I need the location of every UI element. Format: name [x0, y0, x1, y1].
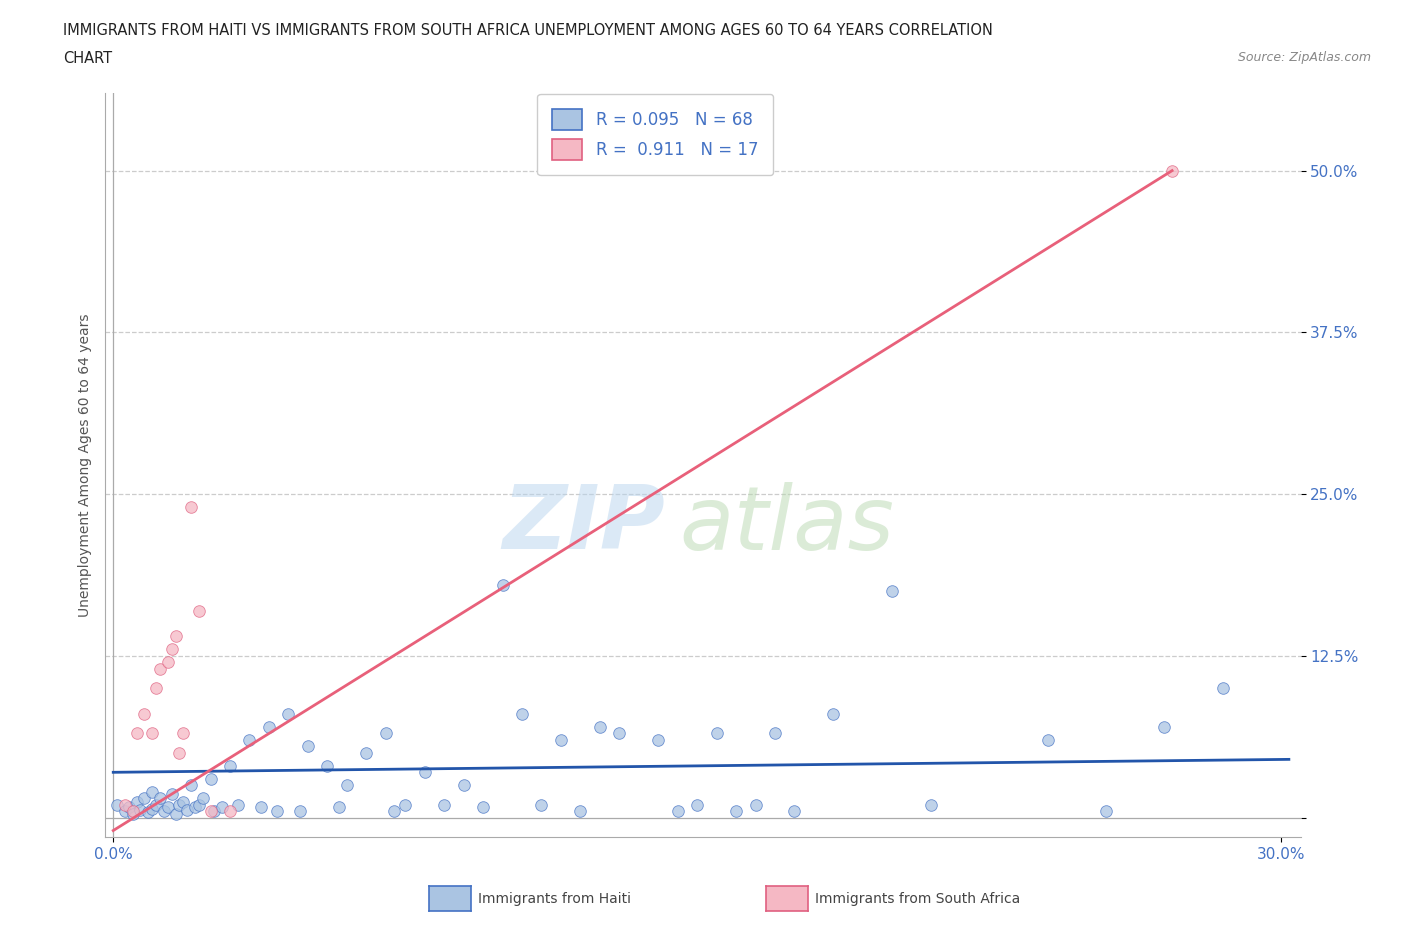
Text: Immigrants from Haiti: Immigrants from Haiti [478, 892, 631, 906]
Point [125, 726, 148, 741]
Point [250, 800, 273, 815]
Point [1161, 163, 1184, 178]
Point [647, 733, 669, 748]
Point [114, 804, 136, 818]
Point [1036, 733, 1059, 748]
Point [219, 758, 242, 773]
Point [783, 804, 806, 818]
Point [187, 797, 209, 812]
Point [706, 726, 728, 741]
Point [141, 784, 163, 799]
Point [141, 726, 163, 741]
Point [266, 804, 288, 818]
Text: Source: ZipAtlas.com: Source: ZipAtlas.com [1237, 51, 1371, 64]
Point [328, 800, 350, 815]
Point [257, 720, 280, 735]
Point [180, 499, 202, 514]
Point [277, 707, 299, 722]
Text: ZIP: ZIP [502, 481, 665, 568]
Point [356, 746, 378, 761]
Text: IMMIGRANTS FROM HAITI VS IMMIGRANTS FROM SOUTH AFRICA UNEMPLOYMENT AMONG AGES 60: IMMIGRANTS FROM HAITI VS IMMIGRANTS FROM… [63, 23, 993, 38]
Point [136, 805, 159, 820]
Point [297, 739, 319, 754]
Point [160, 642, 183, 657]
Point [172, 726, 194, 741]
Point [725, 804, 748, 818]
Point [118, 800, 141, 815]
Point [607, 726, 630, 741]
Point [145, 681, 167, 696]
Point [666, 804, 689, 818]
Point [156, 800, 179, 815]
Point [413, 764, 436, 779]
Point [1153, 720, 1175, 735]
Point [153, 804, 176, 818]
Point [204, 804, 226, 818]
Point [134, 707, 156, 722]
Point [172, 794, 194, 809]
Point [316, 758, 339, 773]
Point [288, 804, 311, 818]
Point [105, 797, 128, 812]
Point [145, 797, 167, 812]
Point [149, 790, 172, 805]
Point [530, 797, 553, 812]
Point [125, 794, 148, 809]
Point [156, 655, 179, 670]
Point [121, 804, 143, 818]
Point [169, 797, 191, 812]
Point [149, 661, 172, 676]
Point [226, 797, 249, 812]
Point [686, 797, 709, 812]
Point [129, 803, 152, 817]
Point [569, 804, 592, 818]
Point [184, 800, 207, 815]
Y-axis label: Unemployment Among Ages 60 to 64 years: Unemployment Among Ages 60 to 64 years [77, 313, 91, 617]
Point [472, 800, 495, 815]
Point [191, 790, 214, 805]
Point [510, 707, 533, 722]
Point [920, 797, 942, 812]
Point [550, 733, 572, 748]
Point [336, 777, 359, 792]
Point [823, 707, 845, 722]
Point [382, 804, 405, 818]
Point [589, 720, 612, 735]
Point [169, 746, 191, 761]
Point [180, 777, 202, 792]
Text: atlas: atlas [679, 482, 894, 567]
Point [200, 804, 222, 818]
Point [114, 797, 136, 812]
Point [394, 797, 416, 812]
Point [219, 804, 242, 818]
Point [453, 777, 475, 792]
Point [433, 797, 456, 812]
Point [141, 801, 163, 816]
Text: CHART: CHART [63, 51, 112, 66]
Point [160, 787, 183, 802]
Point [165, 806, 187, 821]
Point [1212, 681, 1234, 696]
Point [1095, 804, 1118, 818]
Point [763, 726, 786, 741]
Point [121, 806, 143, 821]
Point [134, 790, 156, 805]
Point [200, 771, 222, 786]
Point [187, 604, 209, 618]
Point [374, 726, 396, 741]
Point [491, 578, 513, 592]
Point [744, 797, 766, 812]
Point [165, 629, 187, 644]
Point [238, 733, 260, 748]
Point [176, 803, 198, 817]
Text: Immigrants from South Africa: Immigrants from South Africa [815, 892, 1021, 906]
Legend: R = 0.095   N = 68, R =  0.911   N = 17: R = 0.095 N = 68, R = 0.911 N = 17 [537, 94, 773, 175]
Point [211, 800, 233, 815]
Point [880, 584, 903, 599]
